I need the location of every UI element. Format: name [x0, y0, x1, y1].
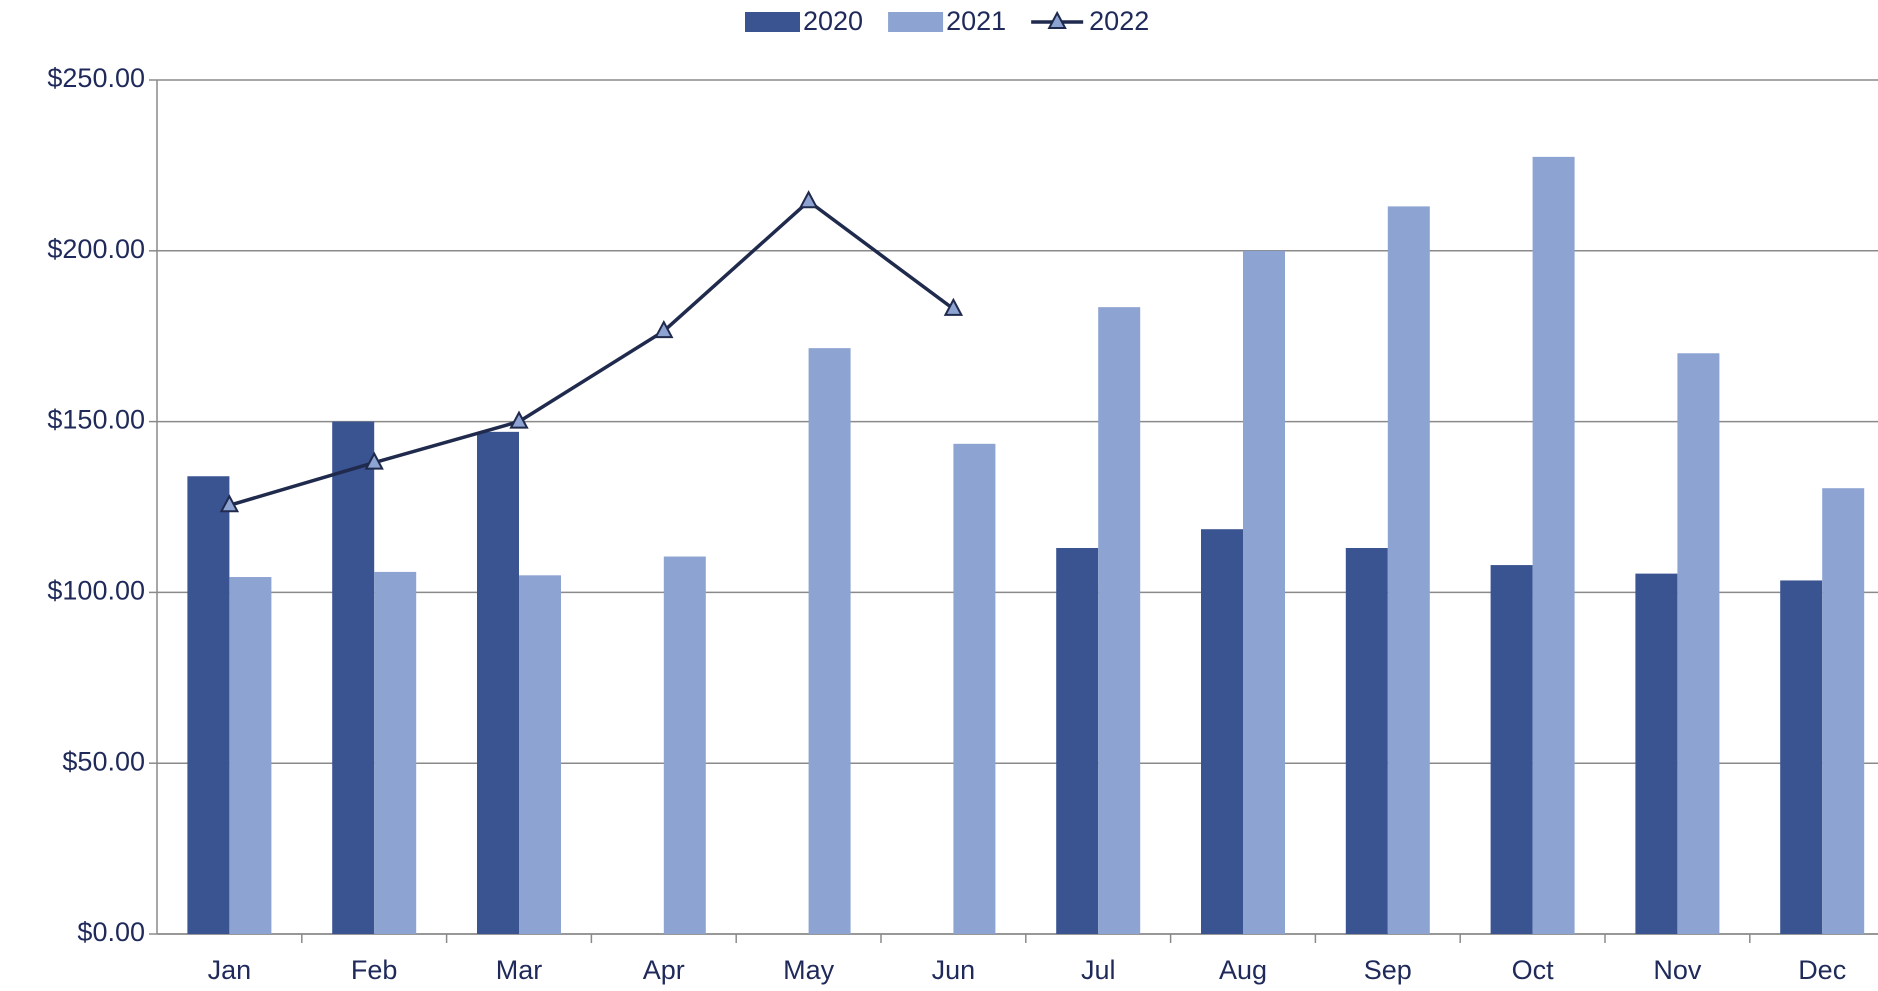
bar — [808, 348, 851, 934]
bar — [663, 556, 706, 934]
marker — [364, 451, 384, 470]
bar — [332, 421, 375, 935]
y-tick-label: $0.00 — [77, 917, 145, 947]
line — [228, 199, 955, 507]
bar — [477, 431, 519, 934]
bar — [1822, 488, 1865, 934]
x-tick-label: Sep — [1364, 955, 1412, 985]
marker — [654, 319, 674, 339]
bar — [374, 571, 417, 934]
legend-label: 2022 — [1089, 6, 1149, 36]
legend-label: 2020 — [803, 6, 863, 36]
bar — [1532, 156, 1575, 935]
x-tick-label: Mar — [496, 955, 543, 985]
y-tick-label: $250.00 — [47, 63, 145, 93]
legend-label: 2021 — [946, 6, 1006, 36]
x-tick-label: Feb — [351, 955, 398, 985]
bar — [1098, 307, 1141, 934]
x-tick-label: Jun — [932, 955, 976, 985]
bar — [1201, 529, 1243, 934]
x-tick-label: Nov — [1653, 955, 1702, 985]
marker — [219, 494, 240, 513]
x-tick-label: Oct — [1512, 955, 1555, 985]
legend-swatch — [745, 12, 800, 32]
bar — [229, 577, 272, 934]
legend-marker — [1047, 10, 1067, 29]
bar — [1677, 353, 1720, 934]
bar — [1780, 580, 1823, 934]
bar — [1635, 573, 1678, 934]
bar — [1387, 206, 1430, 935]
y-tick-label: $50.00 — [62, 746, 145, 776]
y-tick-label: $100.00 — [47, 576, 145, 606]
y-tick-label: $150.00 — [47, 405, 145, 435]
bar — [1345, 547, 1388, 934]
bar — [187, 476, 230, 934]
x-tick-label: Jul — [1081, 955, 1116, 985]
marker — [509, 410, 529, 429]
bar — [1243, 250, 1285, 935]
marker — [943, 297, 964, 316]
bar — [1490, 565, 1533, 934]
marker — [798, 190, 819, 209]
x-tick-label: Aug — [1219, 955, 1267, 985]
y-tick-label: $200.00 — [47, 234, 145, 264]
x-tick-label: Dec — [1798, 955, 1846, 985]
bar — [953, 443, 996, 934]
bar — [1056, 547, 1099, 934]
bar — [519, 575, 561, 934]
x-tick-label: Jan — [208, 955, 252, 985]
x-tick-label: Apr — [643, 955, 685, 985]
x-tick-label: May — [783, 955, 835, 985]
legend-swatch — [888, 12, 944, 32]
